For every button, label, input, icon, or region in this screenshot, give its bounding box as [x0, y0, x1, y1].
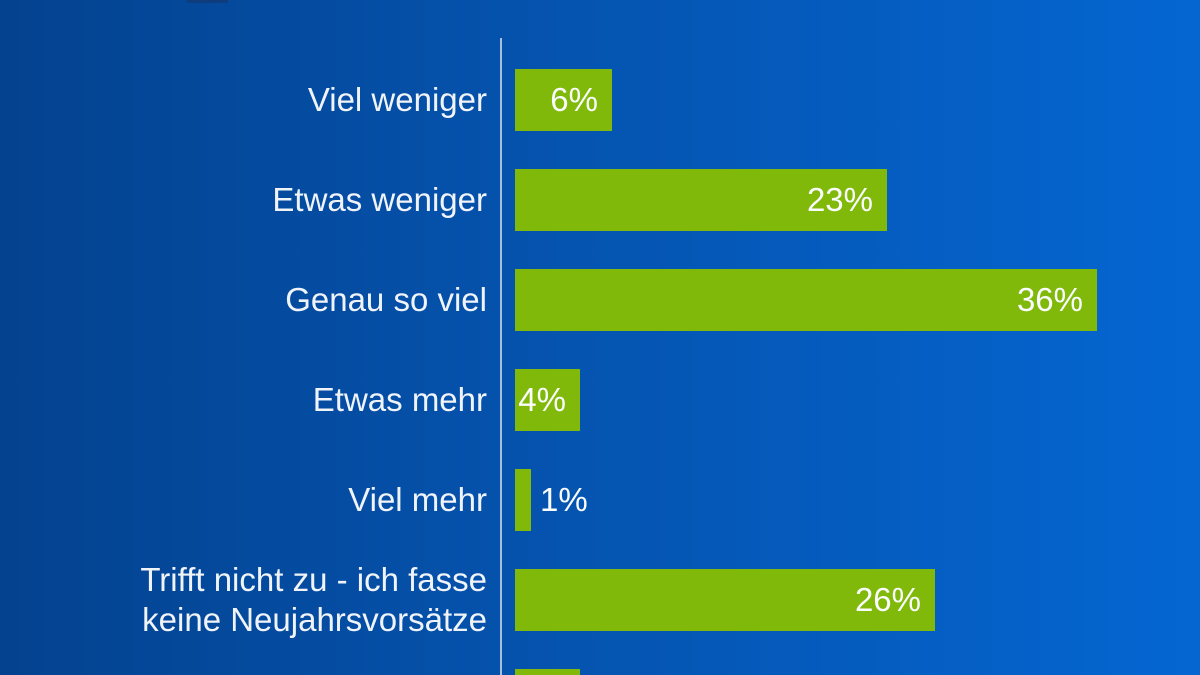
bar-cell: 1% [515, 469, 1200, 531]
bar: 6% [515, 69, 612, 131]
y-axis-baseline [500, 38, 502, 675]
category-label: Viel weniger [307, 81, 487, 118]
cropped-title-remnant [186, 0, 228, 3]
chart-row: Trifft nicht zu - ich fasse keine Neujah… [0, 550, 1200, 650]
bar-cell: 23% [515, 169, 1200, 231]
value-label: 36% [1016, 281, 1083, 318]
value-label: 6% [550, 81, 598, 118]
chart-row [0, 650, 1200, 675]
chart-row: Genau so viel 36% [0, 250, 1200, 350]
category-label: Viel mehr [348, 481, 487, 518]
bar: 36% [515, 269, 1097, 331]
bar-cell: 36% [515, 269, 1200, 331]
bar: 23% [515, 169, 887, 231]
chart-row: Etwas mehr 4% [0, 350, 1200, 450]
category-label: Genau so viel [285, 281, 487, 318]
chart-row: Etwas weniger 23% [0, 150, 1200, 250]
value-label: 26% [854, 581, 921, 618]
bar [515, 669, 580, 675]
category-label: Etwas mehr [312, 381, 487, 418]
bar: 4% [515, 369, 580, 431]
category-label: Trifft nicht zu - ich fasse keine Neujah… [140, 561, 487, 638]
bar-cell: 26% [515, 569, 1200, 631]
chart-row: Viel weniger 6% [0, 50, 1200, 150]
chart-row: Viel mehr 1% [0, 450, 1200, 550]
bar-cell [515, 669, 1200, 675]
value-label: 23% [806, 181, 873, 218]
bar-cell: 4% [515, 369, 1200, 431]
bar-cell: 6% [515, 69, 1200, 131]
bar: 26% [515, 569, 935, 631]
category-label: Etwas weniger [272, 181, 487, 218]
bar [515, 469, 531, 531]
bar-rows-container: Viel weniger 6% Etwas weniger 23% Genau so v… [0, 50, 1200, 675]
value-label: 4% [518, 381, 566, 418]
value-label: 1% [540, 481, 588, 518]
